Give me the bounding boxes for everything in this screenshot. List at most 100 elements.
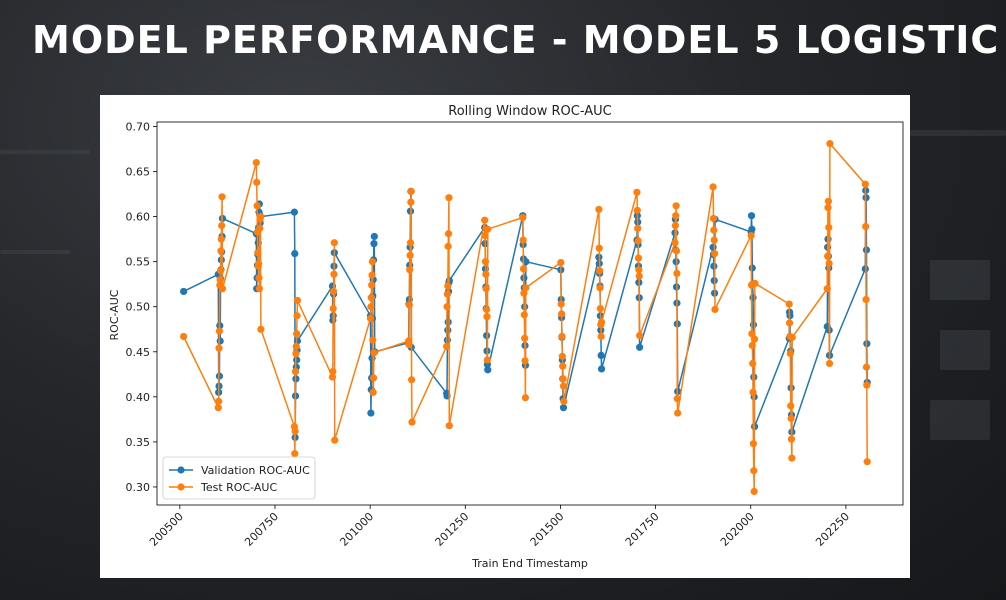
validation-roc-auc-point bbox=[444, 318, 452, 326]
validation-roc-auc-point bbox=[709, 243, 717, 251]
test-roc-auc-point bbox=[560, 397, 568, 405]
validation-roc-auc-point bbox=[748, 264, 756, 272]
test-roc-auc-point bbox=[825, 259, 833, 268]
test-roc-auc-point bbox=[445, 422, 453, 430]
test-roc-auc-point bbox=[786, 350, 794, 358]
test-roc-auc-point bbox=[215, 327, 224, 335]
x-tick-label: 201250 bbox=[433, 510, 472, 549]
test-roc-auc-point bbox=[256, 224, 264, 232]
plot-frame bbox=[156, 121, 904, 506]
test-roc-auc-point bbox=[635, 272, 643, 280]
test-roc-auc-point bbox=[749, 388, 757, 396]
test-roc-auc-point bbox=[214, 404, 222, 412]
x-tick-label: 202250 bbox=[813, 510, 852, 549]
test-roc-auc-point bbox=[787, 435, 796, 443]
test-roc-auc-point bbox=[408, 376, 416, 384]
test-roc-auc-point bbox=[483, 305, 491, 314]
test-roc-auc-point bbox=[826, 140, 834, 148]
legend-box bbox=[162, 456, 316, 500]
test-roc-auc-point bbox=[824, 197, 833, 205]
test-roc-auc-point bbox=[482, 285, 490, 293]
test-roc-auc-point bbox=[293, 296, 302, 305]
roc-auc-chart: Rolling Window ROC-AUC Train End Timesta… bbox=[108, 104, 904, 570]
validation-roc-auc-point bbox=[748, 225, 756, 233]
test-roc-auc-point bbox=[254, 249, 262, 257]
test-roc-auc-point bbox=[367, 294, 375, 302]
test-roc-auc-point bbox=[445, 194, 453, 202]
test-roc-auc-point bbox=[750, 335, 759, 343]
test-roc-auc-point bbox=[824, 204, 832, 212]
test-roc-auc-point bbox=[482, 270, 490, 278]
test-roc-auc-point bbox=[256, 213, 265, 221]
test-roc-auc-point bbox=[863, 458, 871, 466]
validation-roc-auc-point bbox=[444, 326, 452, 334]
validation-roc-auc-point bbox=[291, 249, 299, 258]
test-roc-auc-point bbox=[217, 247, 225, 255]
validation-roc-auc-point bbox=[710, 262, 718, 270]
test-roc-auc-point bbox=[709, 183, 717, 191]
test-roc-auc-point bbox=[787, 402, 795, 410]
y-tick-label: 0.40 bbox=[126, 391, 151, 404]
test-roc-auc-point bbox=[748, 330, 756, 338]
x-tick-label: 202000 bbox=[718, 510, 757, 549]
validation-roc-auc-point bbox=[559, 404, 568, 412]
y-tick-label: 0.50 bbox=[126, 301, 151, 314]
test-roc-auc-point bbox=[785, 319, 794, 327]
test-roc-auc-point bbox=[596, 267, 604, 275]
test-roc-auc-point bbox=[709, 214, 718, 223]
test-roc-auc-point bbox=[521, 394, 530, 402]
test-roc-auc-point bbox=[444, 230, 453, 238]
test-roc-auc-point bbox=[330, 287, 338, 296]
test-roc-auc-point bbox=[749, 440, 758, 448]
test-roc-auc-point bbox=[672, 202, 680, 210]
test-roc-auc-point bbox=[369, 388, 377, 396]
test-roc-auc-point bbox=[559, 375, 567, 383]
test-roc-auc-point bbox=[292, 350, 300, 358]
test-roc-auc-point bbox=[671, 222, 679, 230]
test-roc-auc-point bbox=[634, 237, 642, 245]
test-roc-auc-point bbox=[559, 382, 568, 390]
validation-roc-auc-point bbox=[216, 337, 224, 345]
test-roc-auc-point bbox=[255, 274, 263, 282]
test-roc-auc-point bbox=[636, 331, 644, 340]
test-roc-auc-point bbox=[557, 258, 565, 267]
y-tick-label: 0.55 bbox=[126, 256, 151, 269]
test-roc-auc-point bbox=[673, 395, 681, 403]
x-tick-label: 200750 bbox=[242, 510, 281, 549]
validation-roc-auc-point bbox=[370, 232, 378, 241]
test-roc-auc-point bbox=[443, 342, 451, 350]
test-roc-auc-point bbox=[825, 223, 833, 232]
test-roc-auc-point bbox=[710, 249, 719, 258]
test-roc-auc-point bbox=[180, 332, 188, 341]
test-roc-auc-point bbox=[257, 325, 265, 333]
test-roc-auc-point bbox=[751, 279, 759, 287]
x-tick-label: 201500 bbox=[528, 510, 567, 549]
test-roc-auc-point bbox=[785, 300, 793, 308]
test-roc-auc-point bbox=[330, 239, 338, 247]
test-roc-auc-point bbox=[558, 332, 566, 341]
test-roc-auc-point bbox=[255, 259, 263, 268]
test-roc-auc-point bbox=[407, 187, 415, 195]
test-roc-auc-point bbox=[252, 158, 260, 167]
test-roc-auc-point bbox=[863, 381, 871, 389]
test-roc-auc-point bbox=[749, 359, 757, 368]
test-roc-auc-point bbox=[484, 225, 492, 233]
test-roc-auc-point bbox=[367, 303, 375, 311]
test-roc-auc-point bbox=[255, 285, 263, 293]
test-roc-auc-point bbox=[217, 235, 225, 243]
test-roc-auc-point bbox=[519, 213, 527, 222]
y-tick-label: 0.30 bbox=[126, 481, 151, 494]
validation-roc-auc-point bbox=[636, 343, 644, 351]
test-roc-auc-point bbox=[329, 368, 337, 376]
test-roc-auc-point bbox=[522, 284, 530, 292]
test-roc-auc-point bbox=[672, 212, 680, 220]
test-roc-auc-point bbox=[862, 363, 871, 371]
chart-title: Rolling Window ROC-AUC bbox=[448, 104, 611, 119]
test-roc-auc-point bbox=[218, 285, 227, 293]
test-roc-auc-point bbox=[633, 206, 641, 214]
test-roc-auc-point bbox=[521, 334, 529, 342]
test-roc-auc-point bbox=[405, 301, 413, 309]
validation-roc-auc-point bbox=[367, 409, 375, 417]
test-roc-auc-point bbox=[862, 295, 870, 304]
y-axis-label: ROC-AUC bbox=[108, 289, 121, 340]
